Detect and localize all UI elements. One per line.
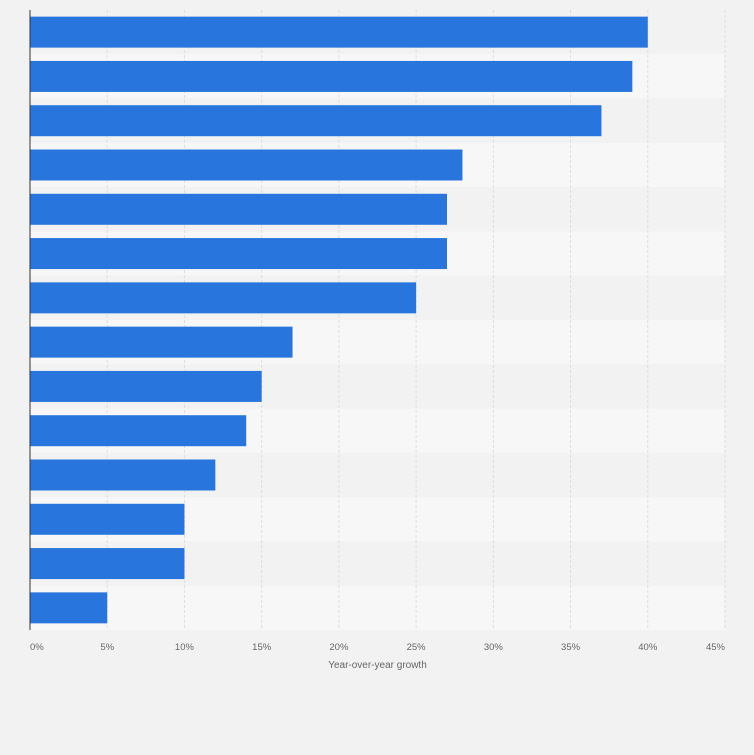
- x-tick-label: 30%: [484, 642, 504, 653]
- bar[interactable]: [30, 548, 185, 580]
- x-tick-label: 15%: [252, 642, 272, 653]
- x-tick-label: 35%: [561, 642, 581, 653]
- bar[interactable]: [30, 149, 463, 181]
- bar[interactable]: [30, 238, 447, 270]
- x-tick-label: 5%: [100, 642, 114, 653]
- x-tick-label: 45%: [706, 642, 726, 653]
- x-axis-ticks: 0% 5% 10% 15% 20% 25% 30% 35% 40% 45%: [30, 642, 726, 653]
- x-tick-label: 40%: [638, 642, 658, 653]
- row-bands: [30, 10, 725, 630]
- bar[interactable]: [30, 415, 247, 447]
- x-tick-label: 25%: [407, 642, 427, 653]
- x-axis-label: Year-over-year growth: [328, 660, 427, 671]
- bar[interactable]: [30, 16, 648, 48]
- x-tick-label: 0%: [30, 642, 44, 653]
- bar[interactable]: [30, 282, 417, 314]
- bar[interactable]: [30, 105, 602, 137]
- x-tick-label: 20%: [329, 642, 349, 653]
- row-band: [30, 585, 725, 630]
- bar[interactable]: [30, 193, 447, 225]
- x-tick-label: 10%: [175, 642, 195, 653]
- bar[interactable]: [30, 370, 262, 402]
- bars: [30, 16, 648, 624]
- bar[interactable]: [30, 592, 108, 624]
- bar[interactable]: [30, 459, 216, 491]
- bar[interactable]: [30, 503, 185, 535]
- bar[interactable]: [30, 326, 293, 358]
- bar[interactable]: [30, 60, 633, 92]
